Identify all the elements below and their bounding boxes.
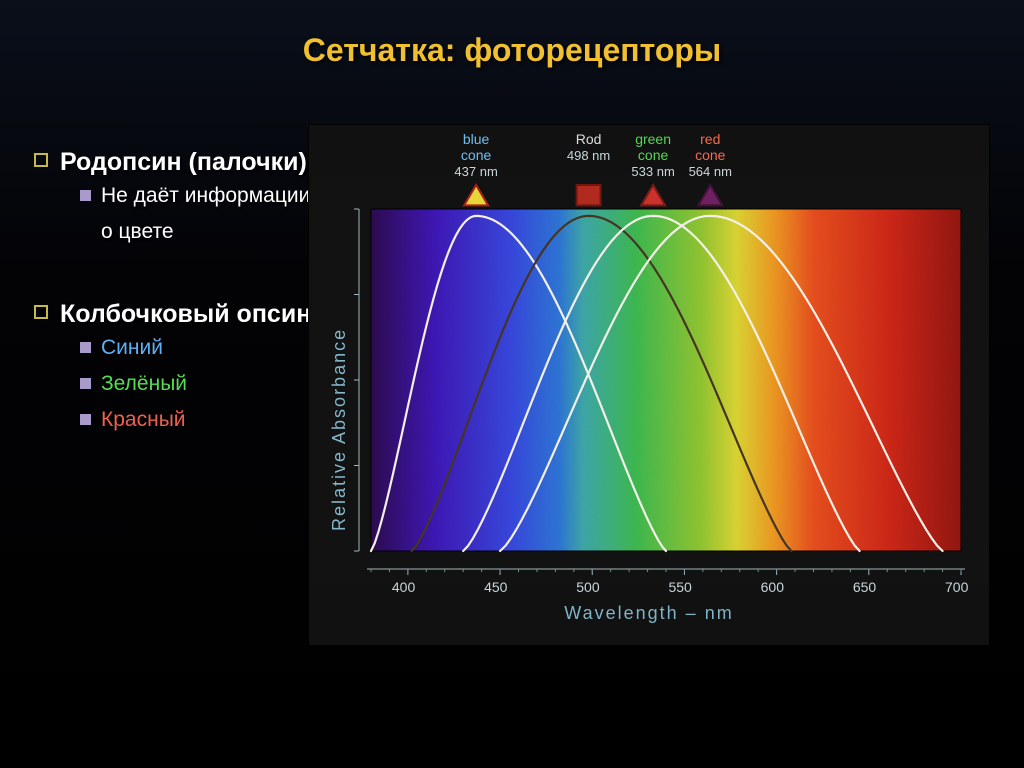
- x-tick: 550: [668, 579, 691, 595]
- x-tick: 700: [945, 579, 968, 595]
- bullet-marker: [80, 190, 91, 201]
- bullet-item: Колбочковый опсин: [34, 300, 311, 329]
- x-tick: 650: [853, 579, 876, 595]
- chart-svg: [309, 125, 989, 645]
- square-marker-icon: [577, 185, 601, 205]
- bullet-text: Родопсин (палочки): [60, 148, 307, 176]
- bullet-text: Синий: [101, 336, 163, 359]
- x-tick: 450: [484, 579, 507, 595]
- spectrum-chart: Relative Absorbance Wavelength – nm 4004…: [308, 124, 990, 646]
- x-tick: 400: [392, 579, 415, 595]
- bullet-marker: [80, 342, 91, 353]
- x-axis-title: Wavelength – nm: [309, 603, 989, 624]
- triangle-marker-icon: [641, 185, 665, 205]
- peak-label: bluecone437 nm: [446, 131, 506, 179]
- bullet-item: Синий: [80, 336, 163, 360]
- peak-label: greencone533 nm: [623, 131, 683, 179]
- bullet-text: Зелёный: [101, 372, 187, 395]
- peak-label: redcone564 nm: [680, 131, 740, 179]
- peak-label: Rod498 nm: [559, 131, 619, 163]
- slide-title: Сетчатка: фоторецепторы: [0, 32, 1024, 69]
- triangle-marker-icon: [464, 185, 488, 205]
- bullet-marker: [80, 378, 91, 389]
- bullet-marker: [34, 305, 48, 319]
- bullet-item: Родопсин (палочки): [34, 148, 307, 177]
- bullet-item: Зелёный: [80, 372, 187, 396]
- x-tick: 600: [761, 579, 784, 595]
- bullet-item: Красный: [80, 408, 186, 432]
- bullet-marker: [80, 414, 91, 425]
- bullet-text: о цвете: [101, 220, 174, 243]
- triangle-marker-icon: [698, 185, 722, 205]
- bullet-marker: [34, 153, 48, 167]
- bullet-text: Колбочковый опсин: [60, 300, 311, 328]
- bullet-text: Не даёт информации: [101, 184, 310, 207]
- bullet-text: Красный: [101, 408, 186, 431]
- x-tick: 500: [576, 579, 599, 595]
- bullet-item: о цвете: [80, 220, 174, 244]
- chart-container: Relative Absorbance Wavelength – nm 4004…: [308, 124, 988, 644]
- bullet-item: Не даёт информации: [80, 184, 310, 208]
